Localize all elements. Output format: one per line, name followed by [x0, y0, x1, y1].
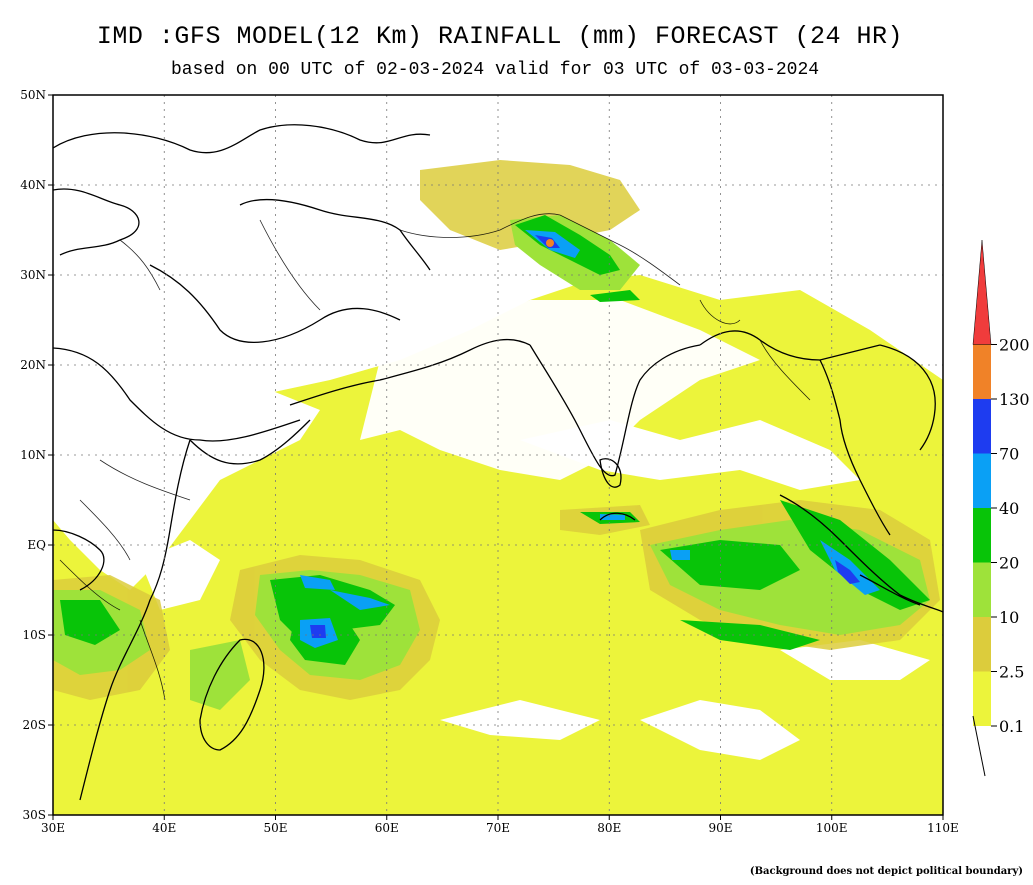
- legend-swatch: [973, 453, 991, 508]
- lat-tick-label: 20N: [20, 358, 46, 372]
- rain-band-130: [546, 239, 554, 247]
- legend-swatch: [973, 344, 991, 399]
- lon-tick-label: 90E: [708, 821, 732, 835]
- lat-tick-label: 30N: [20, 268, 46, 282]
- legend-label: 130: [999, 390, 1030, 409]
- legend-label: 40: [999, 499, 1019, 518]
- legend-pointer: [972, 715, 986, 777]
- legend-label: 70: [999, 445, 1019, 464]
- legend-swatch-top: [972, 239, 992, 345]
- lon-tick-label: 60E: [375, 821, 399, 835]
- lon-tick-label: 50E: [263, 821, 287, 835]
- lon-tick-label: 110E: [927, 821, 959, 835]
- legend-swatch: [973, 562, 991, 617]
- gridlines: [53, 95, 943, 815]
- lat-tick-label: 10N: [20, 448, 46, 462]
- lon-tick-label: 40E: [152, 821, 176, 835]
- coastlines: [53, 124, 943, 801]
- legend-label: 10: [999, 608, 1019, 627]
- footnote: (Background does not depict political bo…: [749, 866, 1023, 877]
- lat-tick-label: 50N: [20, 88, 46, 102]
- lon-tick-label: 30E: [41, 821, 65, 835]
- longitude-axis: 30E 40E 50E 60E 70E 80E 90E 100E 110E: [41, 815, 959, 835]
- legend-swatch: [973, 671, 991, 726]
- lon-tick-label: 80E: [597, 821, 621, 835]
- lat-tick-label: EQ: [27, 538, 46, 552]
- legend-swatch: [973, 508, 991, 563]
- legend-label: 2.5: [999, 663, 1024, 682]
- lat-tick-label: 30S: [23, 808, 47, 822]
- rainfall-legend: 0.1 2.5 10 20 40 70 130 200: [972, 239, 1030, 777]
- latitude-axis: 50N 40N 30N 20N 10N EQ 10S 20S 30S: [20, 88, 53, 822]
- lat-tick-label: 40N: [20, 178, 46, 192]
- legend-swatch: [973, 617, 991, 672]
- lon-tick-label: 70E: [486, 821, 510, 835]
- lon-tick-label: 100E: [816, 821, 848, 835]
- legend-label: 0.1: [999, 717, 1024, 736]
- legend-swatch: [973, 399, 991, 454]
- map-subtitle: based on 00 UTC of 02-03-2024 valid for …: [170, 60, 820, 80]
- legend-label: 20: [999, 554, 1019, 573]
- lat-tick-label: 10S: [23, 628, 47, 642]
- lat-tick-label: 20S: [23, 718, 47, 732]
- map-title: IMD :GFS MODEL(12 Km) RAINFALL (mm) FORE…: [96, 22, 904, 51]
- legend-label: 200: [999, 336, 1030, 355]
- political-lines: [59, 213, 811, 701]
